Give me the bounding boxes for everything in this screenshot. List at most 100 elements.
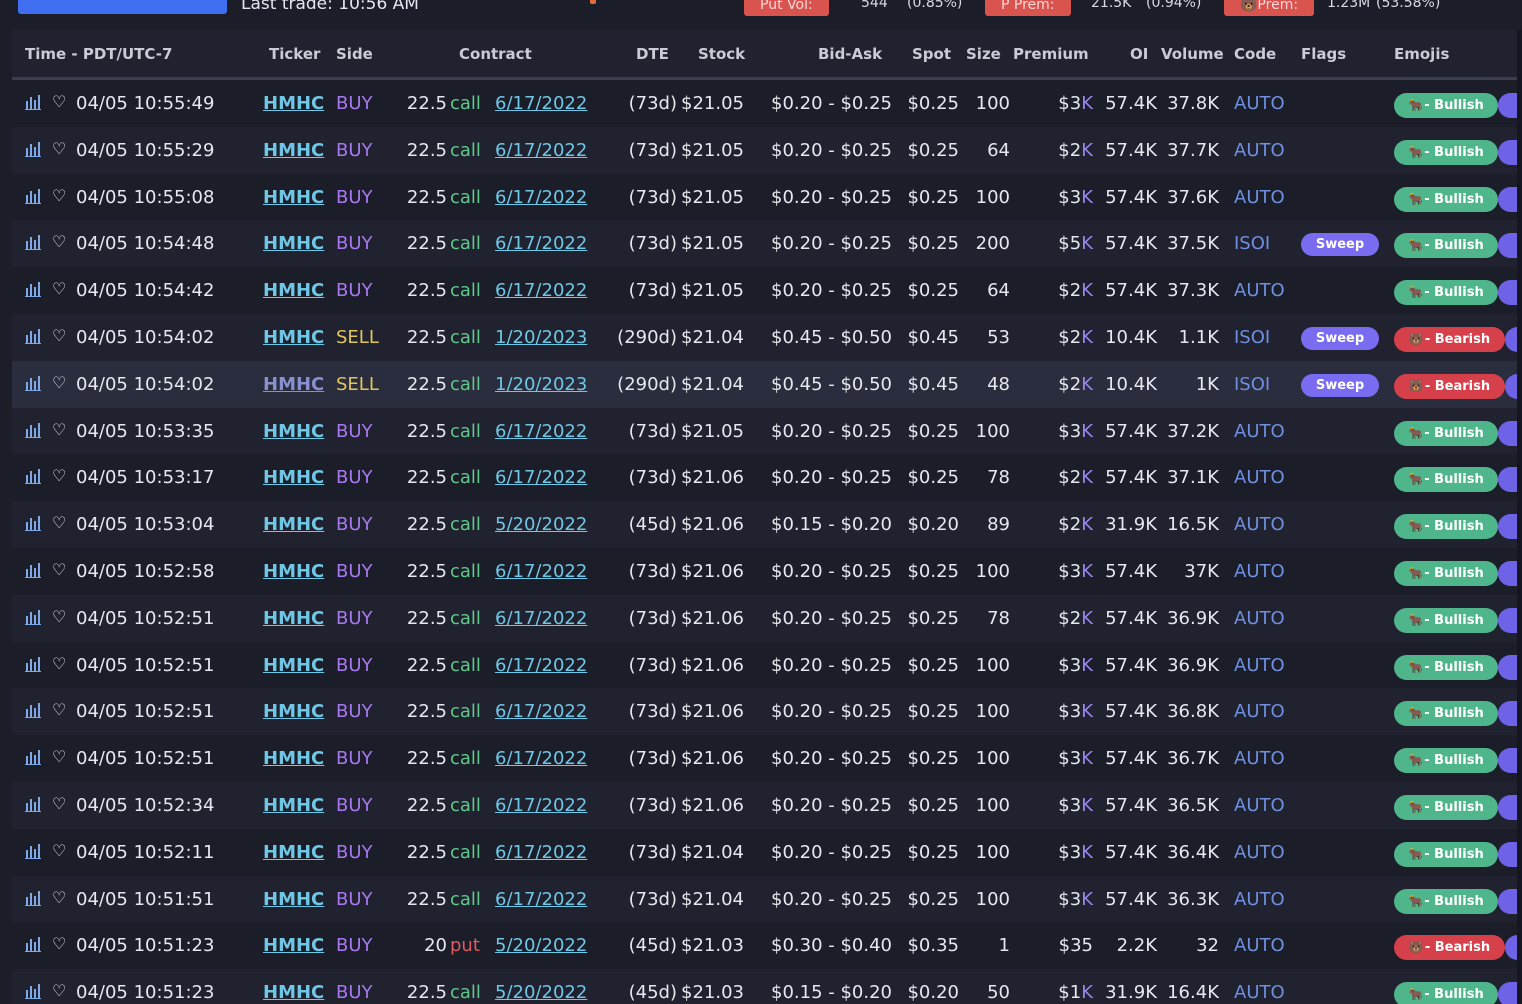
expiry-link[interactable]: 1/20/2023: [495, 327, 588, 348]
top-action-button[interactable]: [18, 0, 227, 14]
chart-icon[interactable]: [25, 609, 41, 625]
heart-icon[interactable]: ♡: [52, 513, 67, 532]
chart-icon[interactable]: [25, 562, 41, 578]
ticker-link[interactable]: HMHC: [263, 374, 325, 395]
chart-icon[interactable]: [25, 375, 41, 391]
ticker-link[interactable]: HMHC: [263, 187, 325, 208]
ticker-link[interactable]: HMHC: [263, 280, 325, 301]
table-row[interactable]: ♡ 04/05 10:54:42 HMHC BUY 22.5 call 6/17/2022 (…: [12, 267, 1522, 314]
expiry-link[interactable]: 5/20/2022: [495, 935, 588, 956]
ticker-link[interactable]: HMHC: [263, 748, 325, 769]
header-code[interactable]: Code: [1234, 45, 1277, 63]
chart-icon[interactable]: [25, 94, 41, 110]
chart-icon[interactable]: [25, 749, 41, 765]
table-row[interactable]: ♡ 04/05 10:55:49 HMHC BUY 22.5 call 6/17/2022 (…: [12, 80, 1522, 127]
ticker-link[interactable]: HMHC: [263, 655, 325, 676]
header-contract[interactable]: Contract: [459, 45, 532, 63]
expiry-link[interactable]: 6/17/2022: [495, 748, 588, 769]
expiry-link[interactable]: 6/17/2022: [495, 233, 588, 254]
heart-icon[interactable]: ♡: [52, 747, 67, 766]
expiry-link[interactable]: 6/17/2022: [495, 608, 588, 629]
chart-icon[interactable]: [25, 281, 41, 297]
table-row[interactable]: ♡ 04/05 10:54:02 HMHC SELL 22.5 call 1/20/2023…: [12, 314, 1522, 361]
table-row[interactable]: ♡ 04/05 10:52:58 HMHC BUY 22.5 call 6/17/2022 (…: [12, 548, 1522, 595]
header-time[interactable]: Time - PDT/UTC-7: [25, 45, 173, 63]
header-flags[interactable]: Flags: [1301, 45, 1347, 63]
heart-icon[interactable]: ♡: [52, 888, 67, 907]
header-volume[interactable]: Volume: [1161, 45, 1224, 63]
heart-icon[interactable]: ♡: [52, 794, 67, 813]
header-premium[interactable]: Premium: [1013, 45, 1089, 63]
expiry-link[interactable]: 6/17/2022: [495, 421, 588, 442]
chart-icon[interactable]: [25, 796, 41, 812]
header-dte[interactable]: DTE: [636, 45, 669, 63]
ticker-link[interactable]: HMHC: [263, 701, 325, 722]
ticker-link[interactable]: HMHC: [263, 561, 325, 582]
table-row[interactable]: ♡ 04/05 10:52:51 HMHC BUY 22.5 call 6/17/2022 (…: [12, 735, 1522, 782]
heart-icon[interactable]: ♡: [52, 373, 67, 392]
heart-icon[interactable]: ♡: [52, 934, 67, 953]
table-row[interactable]: ♡ 04/05 10:52:51 HMHC BUY 22.5 call 6/17/2022 (…: [12, 595, 1522, 642]
heart-icon[interactable]: ♡: [52, 700, 67, 719]
heart-icon[interactable]: ♡: [52, 654, 67, 673]
heart-icon[interactable]: ♡: [52, 420, 67, 439]
expiry-link[interactable]: 6/17/2022: [495, 842, 588, 863]
scrollbar[interactable]: [1517, 30, 1522, 1004]
chart-icon[interactable]: [25, 234, 41, 250]
header-stock[interactable]: Stock: [698, 45, 746, 63]
header-ticker[interactable]: Ticker: [269, 45, 321, 63]
heart-icon[interactable]: ♡: [52, 139, 67, 158]
table-row[interactable]: ♡ 04/05 10:52:11 HMHC BUY 22.5 call 6/17/2022 (…: [12, 829, 1522, 876]
ticker-link[interactable]: HMHC: [263, 233, 325, 254]
chart-icon[interactable]: [25, 141, 41, 157]
expiry-link[interactable]: 6/17/2022: [495, 655, 588, 676]
ticker-link[interactable]: HMHC: [263, 514, 325, 535]
table-row[interactable]: ♡ 04/05 10:53:35 HMHC BUY 22.5 call 6/17/2022 (…: [12, 408, 1522, 455]
heart-icon[interactable]: ♡: [52, 560, 67, 579]
expiry-link[interactable]: 6/17/2022: [495, 187, 588, 208]
table-row[interactable]: ♡ 04/05 10:54:02 HMHC SELL 22.5 call 1/20/2023…: [12, 361, 1522, 408]
heart-icon[interactable]: ♡: [52, 92, 67, 111]
header-bid-ask[interactable]: Bid-Ask: [818, 45, 883, 63]
heart-icon[interactable]: ♡: [52, 841, 67, 860]
ticker-link[interactable]: HMHC: [263, 467, 325, 488]
expiry-link[interactable]: 6/17/2022: [495, 795, 588, 816]
table-row[interactable]: ♡ 04/05 10:51:23 HMHC BUY 22.5 call 5/20/2022 (…: [12, 969, 1522, 1004]
chart-icon[interactable]: [25, 843, 41, 859]
ticker-link[interactable]: HMHC: [263, 608, 325, 629]
table-row[interactable]: ♡ 04/05 10:55:29 HMHC BUY 22.5 call 6/17/2022 (…: [12, 127, 1522, 174]
table-row[interactable]: ♡ 04/05 10:51:51 HMHC BUY 22.5 call 6/17/2022 (…: [12, 876, 1522, 923]
expiry-link[interactable]: 6/17/2022: [495, 140, 588, 161]
chart-icon[interactable]: [25, 515, 41, 531]
table-row[interactable]: ♡ 04/05 10:52:34 HMHC BUY 22.5 call 6/17/2022 (…: [12, 782, 1522, 829]
expiry-link[interactable]: 6/17/2022: [495, 701, 588, 722]
table-row[interactable]: ♡ 04/05 10:53:04 HMHC BUY 22.5 call 5/20/2022 (…: [12, 501, 1522, 548]
heart-icon[interactable]: ♡: [52, 232, 67, 251]
ticker-link[interactable]: HMHC: [263, 889, 325, 910]
chart-icon[interactable]: [25, 422, 41, 438]
table-row[interactable]: ♡ 04/05 10:54:48 HMHC BUY 22.5 call 6/17/2022 (…: [12, 220, 1522, 267]
chart-icon[interactable]: [25, 656, 41, 672]
table-row[interactable]: ♡ 04/05 10:52:51 HMHC BUY 22.5 call 6/17/2022 (…: [12, 688, 1522, 735]
expiry-link[interactable]: 1/20/2023: [495, 374, 588, 395]
chart-icon[interactable]: [25, 983, 41, 999]
ticker-link[interactable]: HMHC: [263, 795, 325, 816]
chart-icon[interactable]: [25, 468, 41, 484]
table-row[interactable]: ♡ 04/05 10:53:17 HMHC BUY 22.5 call 6/17/2022 (…: [12, 454, 1522, 501]
table-row[interactable]: ♡ 04/05 10:51:23 HMHC BUY 20 put 5/20/2022 (45d…: [12, 922, 1522, 969]
header-spot[interactable]: Spot: [912, 45, 952, 63]
ticker-link[interactable]: HMHC: [263, 140, 325, 161]
chart-icon[interactable]: [25, 890, 41, 906]
chart-icon[interactable]: [25, 702, 41, 718]
expiry-link[interactable]: 6/17/2022: [495, 889, 588, 910]
header-size[interactable]: Size: [966, 45, 1001, 63]
expiry-link[interactable]: 6/17/2022: [495, 467, 588, 488]
expiry-link[interactable]: 5/20/2022: [495, 514, 588, 535]
ticker-link[interactable]: HMHC: [263, 842, 325, 863]
heart-icon[interactable]: ♡: [52, 981, 67, 1000]
heart-icon[interactable]: ♡: [52, 607, 67, 626]
header-side[interactable]: Side: [336, 45, 373, 63]
heart-icon[interactable]: ♡: [52, 279, 67, 298]
heart-icon[interactable]: ♡: [52, 466, 67, 485]
table-row[interactable]: ♡ 04/05 10:52:51 HMHC BUY 22.5 call 6/17/2022 (…: [12, 642, 1522, 689]
